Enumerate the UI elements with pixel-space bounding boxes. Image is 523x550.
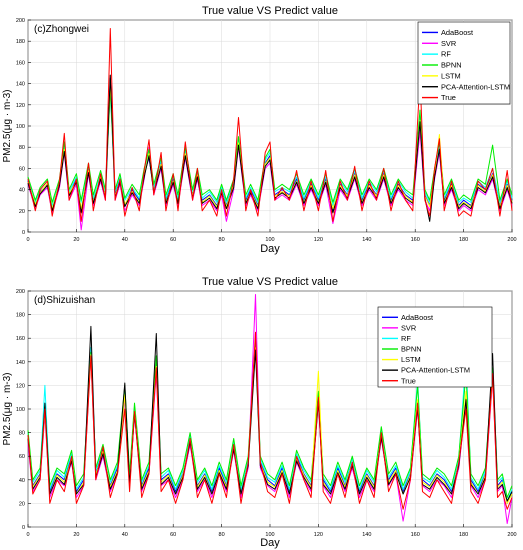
y-tick-label: 20 bbox=[19, 209, 25, 215]
chart-title: True value VS Predict value bbox=[202, 276, 338, 288]
y-tick-label: 80 bbox=[19, 145, 25, 151]
legend-label-pca-attention-lstm: PCA-Attention-LSTM bbox=[441, 82, 510, 91]
y-tick-label: 140 bbox=[16, 360, 25, 366]
y-tick-label: 120 bbox=[16, 383, 25, 389]
series-line-lstm bbox=[27, 81, 513, 210]
y-tick-label: 160 bbox=[16, 60, 25, 66]
y-axis-label: PM2.5(μg · m-3) bbox=[2, 90, 13, 163]
y-tick-label: 180 bbox=[16, 39, 25, 45]
x-tick-label: 80 bbox=[219, 237, 225, 243]
chart-title: True value VS Predict value bbox=[202, 5, 338, 17]
y-tick-label: 200 bbox=[16, 18, 25, 24]
x-tick-label: 200 bbox=[507, 237, 516, 243]
legend-label-svr: SVR bbox=[441, 39, 456, 48]
series-line-lstm bbox=[27, 347, 513, 504]
y-tick-label: 180 bbox=[16, 313, 25, 319]
x-tick-label: 120 bbox=[314, 237, 323, 243]
series-line-true bbox=[27, 331, 513, 510]
x-axis-label: Day bbox=[260, 243, 280, 255]
series-group bbox=[27, 294, 513, 524]
x-tick-label: 40 bbox=[122, 237, 128, 243]
panel-zhongwei: True value VS Predict value 0 20 40 60 80 100… bbox=[2, 5, 517, 255]
y-tick-label: 120 bbox=[16, 103, 25, 109]
legend-label-svr: SVR bbox=[401, 323, 416, 332]
legend-label-lstm: LSTM bbox=[401, 355, 421, 364]
x-tick-label: 0 bbox=[26, 532, 29, 538]
x-tick-label: 140 bbox=[362, 237, 371, 243]
y-tick-label: 80 bbox=[19, 431, 25, 437]
x-tick-label: 160 bbox=[411, 237, 420, 243]
y-tick-label: 100 bbox=[16, 407, 25, 413]
legend-label-bpnn: BPNN bbox=[441, 61, 462, 70]
y-tick-label: 40 bbox=[19, 478, 25, 484]
y-tick-label: 100 bbox=[16, 124, 25, 130]
x-tick-label: 100 bbox=[265, 532, 274, 538]
y-tick-label: 60 bbox=[19, 166, 25, 172]
x-tick-label: 80 bbox=[219, 532, 225, 538]
x-tick-label: 20 bbox=[73, 532, 79, 538]
y-axis-label: PM2.5(μg · m-3) bbox=[2, 373, 13, 446]
y-tick-label: 160 bbox=[16, 336, 25, 342]
x-tick-label: 0 bbox=[26, 237, 29, 243]
ticks: 0 20 40 60 80 100 120 140 160 180 200 0 20 40 60 80 100 1… bbox=[16, 289, 517, 538]
x-tick-label: 200 bbox=[507, 532, 516, 538]
legend-label-rf: RF bbox=[401, 334, 411, 343]
legend-label-rf: RF bbox=[441, 50, 451, 59]
y-tick-label: 40 bbox=[19, 188, 25, 194]
legend-box bbox=[377, 306, 493, 388]
x-tick-label: 160 bbox=[411, 532, 420, 538]
x-tick-label: 120 bbox=[314, 532, 323, 538]
legend-label-true: True bbox=[441, 93, 456, 102]
panel-shizuishan: True value VS Predict value 0 20 40 60 80 100… bbox=[2, 276, 517, 549]
panel-label: (d)Shizuishan bbox=[34, 295, 95, 306]
x-tick-label: 60 bbox=[170, 237, 176, 243]
x-tick-label: 40 bbox=[122, 532, 128, 538]
y-tick-label: 60 bbox=[19, 454, 25, 460]
x-tick-label: 180 bbox=[459, 532, 468, 538]
series-line-pca-attention-lstm bbox=[27, 325, 513, 502]
series-group bbox=[27, 28, 513, 231]
series-line-bpnn bbox=[27, 88, 513, 203]
y-tick-label: 20 bbox=[19, 501, 25, 507]
legend-label-adaboost: AdaBoost bbox=[401, 313, 433, 322]
x-tick-label: 180 bbox=[459, 237, 468, 243]
legend-label-lstm: LSTM bbox=[441, 71, 461, 80]
legend-box bbox=[417, 21, 511, 105]
x-tick-label: 60 bbox=[170, 532, 176, 538]
series-line-true bbox=[27, 28, 513, 222]
legend-label-bpnn: BPNN bbox=[401, 345, 422, 354]
x-tick-label: 20 bbox=[73, 237, 79, 243]
legend-label-adaboost: AdaBoost bbox=[441, 28, 473, 37]
legend-label-pca-attention-lstm: PCA-Attention-LSTM bbox=[401, 366, 470, 375]
ticks: 0 20 40 60 80 100 120 140 160 180 200 0 20 40 60 80 100 1… bbox=[16, 18, 517, 243]
x-axis-label: Day bbox=[260, 537, 280, 549]
x-tick-label: 140 bbox=[362, 532, 371, 538]
panel-label: (c)Zhongwei bbox=[34, 24, 89, 35]
y-tick-label: 0 bbox=[22, 525, 25, 531]
y-tick-label: 0 bbox=[22, 230, 25, 236]
x-tick-label: 100 bbox=[265, 237, 274, 243]
y-tick-label: 140 bbox=[16, 82, 25, 88]
legend-label-true: True bbox=[401, 376, 416, 385]
y-tick-label: 200 bbox=[16, 289, 25, 295]
series-line-bpnn bbox=[27, 337, 513, 498]
